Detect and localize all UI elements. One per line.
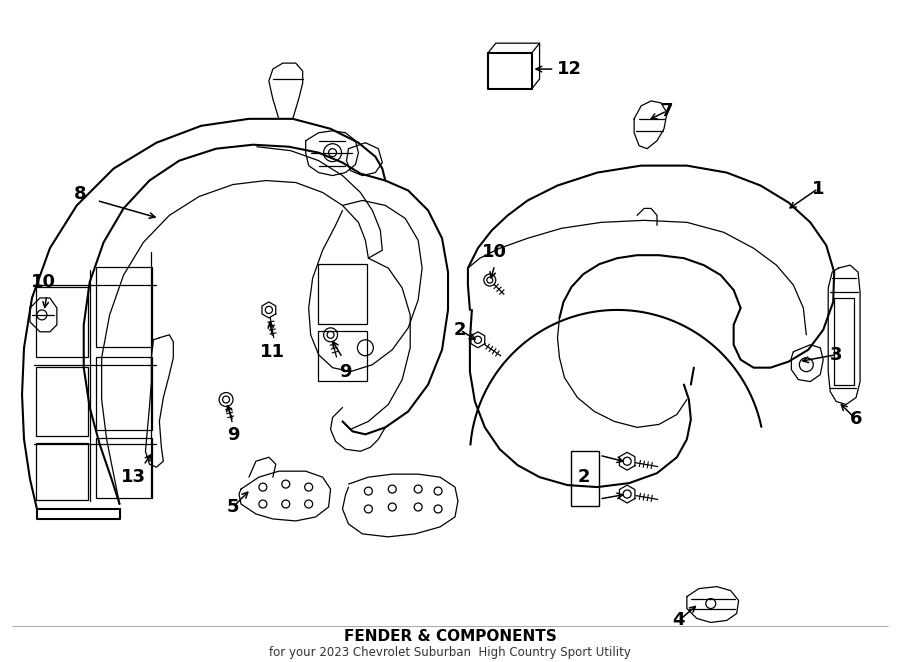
- Text: 9: 9: [339, 363, 352, 381]
- Text: 1: 1: [812, 179, 824, 197]
- Text: 10: 10: [32, 273, 57, 291]
- Text: 6: 6: [850, 410, 862, 428]
- Text: 5: 5: [227, 498, 239, 516]
- Text: 7: 7: [661, 102, 673, 120]
- Text: for your 2023 Chevrolet Suburban  High Country Sport Utility: for your 2023 Chevrolet Suburban High Co…: [269, 646, 631, 659]
- Text: 12: 12: [557, 60, 582, 78]
- Bar: [572, 451, 599, 506]
- Text: 9: 9: [227, 426, 239, 444]
- Text: 4: 4: [672, 612, 685, 630]
- Text: FENDER & COMPONENTS: FENDER & COMPONENTS: [344, 629, 556, 644]
- Text: 8: 8: [74, 185, 86, 203]
- Text: 2: 2: [454, 321, 466, 339]
- Text: 2: 2: [578, 468, 590, 486]
- Text: 10: 10: [482, 243, 508, 261]
- Text: 11: 11: [260, 343, 285, 361]
- Text: 3: 3: [830, 346, 842, 363]
- Text: 13: 13: [121, 468, 146, 486]
